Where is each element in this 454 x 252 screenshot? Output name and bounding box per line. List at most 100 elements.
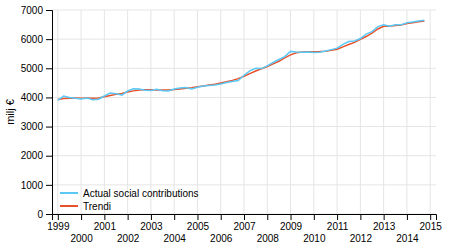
y-tick-label: 6000 xyxy=(21,34,44,45)
y-tick-mark xyxy=(46,156,52,157)
plot-area xyxy=(58,20,425,100)
y-tick: 7000 xyxy=(21,5,52,16)
x-tick-mark xyxy=(151,214,152,220)
x-tick-label: 2000 xyxy=(70,233,93,244)
x-tick-label: 2014 xyxy=(396,233,419,244)
y-tick: 4000 xyxy=(21,92,52,103)
x-tick: 2010 xyxy=(303,214,326,244)
grid-line xyxy=(81,10,82,214)
grid-line xyxy=(197,10,198,214)
x-tick-label: 2003 xyxy=(140,221,163,232)
x-tick: 2006 xyxy=(210,214,233,244)
y-tick-label: 4000 xyxy=(21,92,44,103)
series-line xyxy=(58,21,425,100)
y-tick: 5000 xyxy=(21,63,52,74)
legend: Actual social contributions Trendi xyxy=(60,188,199,212)
x-tick-label: 2007 xyxy=(233,221,256,232)
grid-line xyxy=(430,10,431,214)
legend-entry: Actual social contributions xyxy=(60,188,199,199)
x-tick-mark xyxy=(337,214,338,220)
y-tick: 0 xyxy=(37,209,52,220)
x-tick: 2008 xyxy=(257,214,280,244)
x-tick-label: 2005 xyxy=(187,221,210,232)
grid-line xyxy=(290,10,291,214)
grid-line xyxy=(360,10,361,214)
x-tick-mark xyxy=(407,214,408,220)
grid-line xyxy=(337,10,338,214)
x-tick: 2003 xyxy=(140,214,163,232)
x-axis: 1999200020012002200320042005200620072008… xyxy=(47,214,442,244)
chart: 1999200020012002200320042005200620072008… xyxy=(0,0,454,252)
legend-swatch xyxy=(60,192,78,194)
y-tick-label: 2000 xyxy=(21,150,44,161)
x-tick-label: 2001 xyxy=(94,221,117,232)
x-tick-mark xyxy=(221,214,222,220)
x-axis-line xyxy=(53,215,437,221)
grid-line xyxy=(104,10,105,214)
y-tick: 3000 xyxy=(21,121,52,132)
y-tick-label: 1000 xyxy=(21,180,44,191)
y-tick: 6000 xyxy=(21,34,52,45)
grid-line xyxy=(127,10,128,214)
x-tick: 2004 xyxy=(164,214,187,244)
x-tick-label: 2006 xyxy=(210,233,233,244)
grid-line xyxy=(244,10,245,214)
grid-line xyxy=(383,10,384,214)
legend-swatch xyxy=(60,205,78,207)
grid xyxy=(52,10,436,214)
y-tick-mark xyxy=(46,97,52,98)
grid-line xyxy=(150,10,151,214)
x-tick-label: 2002 xyxy=(117,233,140,244)
x-tick: 2013 xyxy=(373,214,396,232)
x-tick: 2009 xyxy=(280,214,303,232)
x-tick: 2001 xyxy=(94,214,117,232)
grid-line xyxy=(174,10,175,214)
x-tick-label: 2008 xyxy=(257,233,280,244)
x-tick-mark xyxy=(291,214,292,220)
x-tick-mark xyxy=(81,214,82,220)
y-tick-mark xyxy=(46,127,52,128)
x-tick-label: 2010 xyxy=(303,233,326,244)
x-tick: 2007 xyxy=(233,214,256,232)
y-tick-label: 7000 xyxy=(21,5,44,16)
x-tick: 2000 xyxy=(70,214,93,244)
grid-line xyxy=(313,10,314,214)
legend-label: Actual social contributions xyxy=(83,188,199,199)
x-tick: 1999 xyxy=(47,214,70,232)
y-tick-mark xyxy=(46,185,52,186)
x-tick-mark xyxy=(104,214,105,220)
grid-line xyxy=(220,10,221,214)
y-axis: 0 1000 2000 3000 4000 5000 6000 7000 xyxy=(21,5,53,220)
y-tick: 2000 xyxy=(21,150,52,161)
legend-entry: Trendi xyxy=(60,201,111,212)
x-tick-mark xyxy=(244,214,245,220)
x-tick-label: 2009 xyxy=(280,221,303,232)
y-axis-line xyxy=(46,11,53,215)
y-tick-label: 0 xyxy=(37,209,43,220)
x-tick-mark xyxy=(267,214,268,220)
x-tick-label: 1999 xyxy=(47,221,70,232)
y-tick-mark xyxy=(46,10,52,11)
x-tick-mark xyxy=(197,214,198,220)
x-tick: 2014 xyxy=(396,214,419,244)
y-axis-title: milj € xyxy=(4,99,16,125)
x-tick-mark xyxy=(58,214,59,220)
series-line xyxy=(58,20,425,100)
y-tick-label: 5000 xyxy=(21,63,44,74)
grid-line xyxy=(267,10,268,214)
x-tick-mark xyxy=(360,214,361,220)
x-tick-label: 2015 xyxy=(420,221,443,232)
x-tick: 2005 xyxy=(187,214,210,232)
x-tick-mark xyxy=(314,214,315,220)
x-tick-label: 2004 xyxy=(164,233,187,244)
y-tick-label: 3000 xyxy=(21,121,44,132)
y-tick-mark xyxy=(46,214,52,215)
grid-line xyxy=(57,10,58,214)
y-tick-mark xyxy=(46,39,52,40)
x-tick-mark xyxy=(174,214,175,220)
x-tick-label: 2013 xyxy=(373,221,396,232)
x-tick: 2002 xyxy=(117,214,140,244)
y-tick-mark xyxy=(46,68,52,69)
x-tick-mark xyxy=(430,214,431,220)
x-tick-label: 2011 xyxy=(327,221,349,232)
